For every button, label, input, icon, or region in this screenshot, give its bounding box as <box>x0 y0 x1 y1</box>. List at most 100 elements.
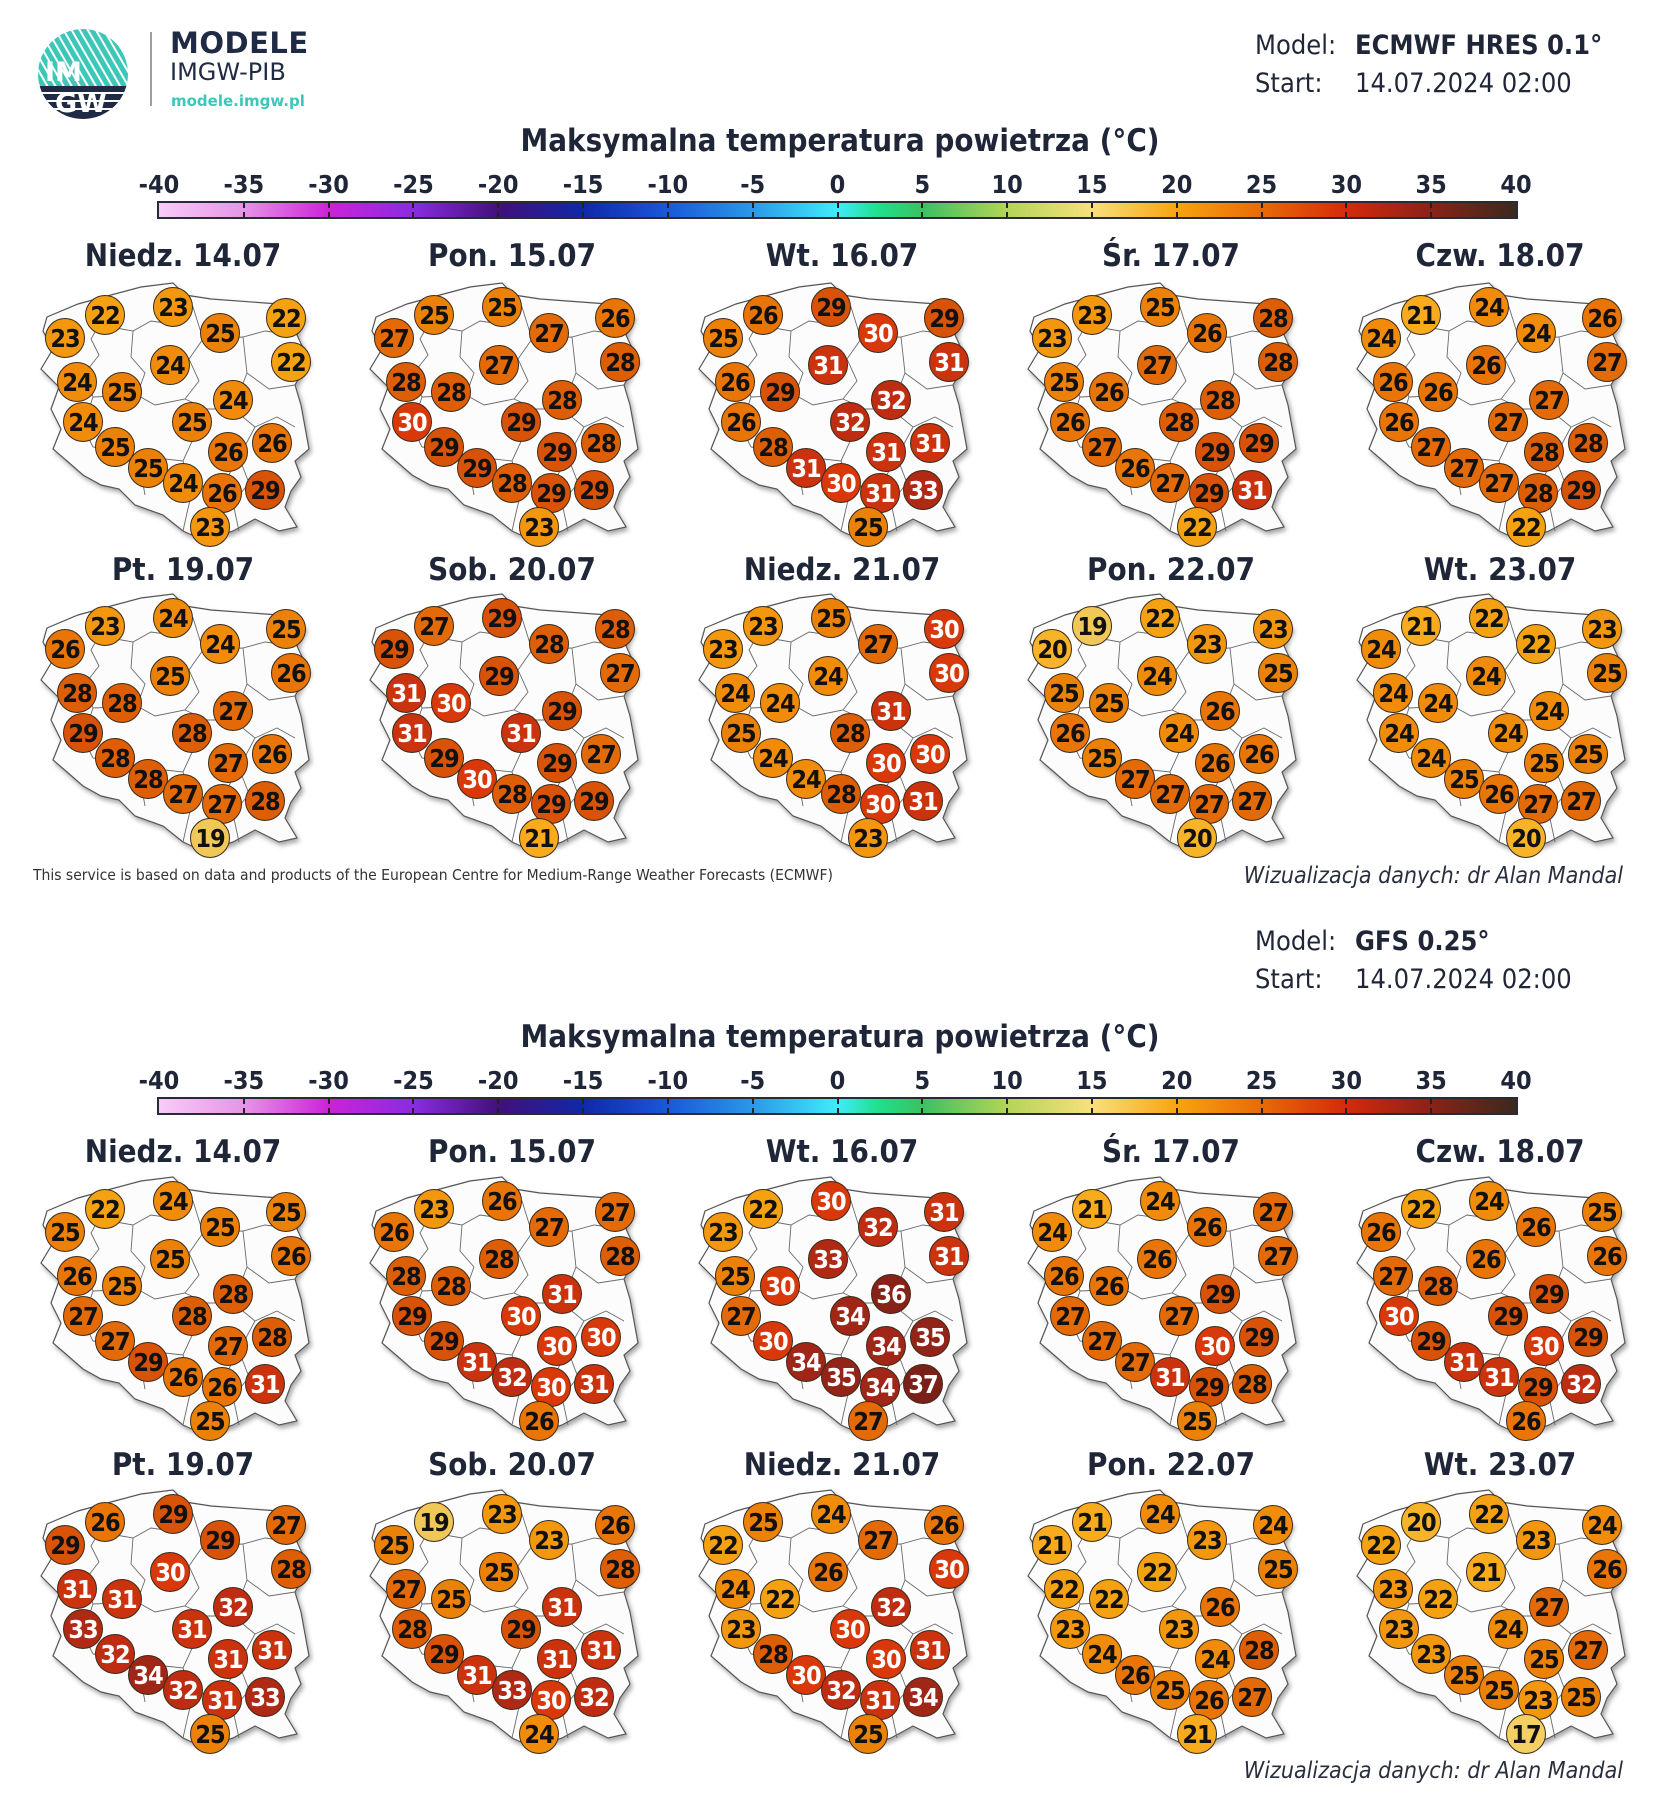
station-marker: 23 <box>848 818 888 858</box>
poland-map: 21 24 27 24 26 27 26 26 26 29 27 27 27 30 29 27 31 29 28 25 <box>1020 1171 1310 1441</box>
station-marker: 25 <box>1150 1670 1190 1710</box>
station-marker: 25 <box>703 318 743 358</box>
colorbar-tick <box>242 1099 245 1104</box>
station-marker: 24 <box>63 402 103 442</box>
station-marker: 27 <box>1479 463 1519 503</box>
station-marker: 25 <box>1089 683 1129 723</box>
station-marker: 30 <box>866 1639 906 1679</box>
day-title: Niedz. 14.07 <box>84 1134 282 1170</box>
station-marker: 22 <box>760 1579 800 1619</box>
station-marker: 31 <box>172 1609 212 1649</box>
station-marker: 30 <box>531 1367 571 1407</box>
chart-title: Maksymalna temperatura powietrza (°C) <box>520 1019 1160 1055</box>
station-marker: 27 <box>1373 1256 1413 1296</box>
station-marker: 34 <box>866 1326 906 1366</box>
station-marker: 31 <box>392 713 432 753</box>
station-marker: 25 <box>414 295 454 335</box>
station-marker: 24 <box>715 1569 755 1609</box>
station-marker: 25 <box>102 1266 142 1306</box>
station-marker: 29 <box>1561 470 1601 510</box>
station-marker: 27 <box>1232 1677 1272 1717</box>
station-marker: 29 <box>531 784 571 824</box>
station-marker: 27 <box>848 1401 888 1441</box>
station-marker: 25 <box>102 372 142 412</box>
colorbar-tick-label: -25 <box>393 170 434 199</box>
station-marker: 23 <box>1159 1609 1199 1649</box>
colorbar-tick-label: 25 <box>1245 1066 1278 1095</box>
station-marker: 25 <box>150 1239 190 1279</box>
station-marker: 28 <box>821 774 861 814</box>
station-marker: 23 <box>45 318 85 358</box>
station-marker: 31 <box>860 1680 900 1720</box>
station-marker: 26 <box>743 295 783 335</box>
station-marker: 24 <box>1361 318 1401 358</box>
colorbar-tick-label: 35 <box>1415 1066 1447 1095</box>
colorbar-tick <box>921 1108 924 1113</box>
station-marker: 32 <box>574 1677 614 1717</box>
station-marker: 22 <box>1469 1494 1509 1534</box>
station-marker: 22 <box>271 342 311 382</box>
station-marker: 26 <box>1050 402 1090 442</box>
station-marker: 34 <box>830 1296 870 1336</box>
colorbar-tick <box>666 203 669 208</box>
logo-text-bottom: GW <box>55 88 107 119</box>
station-marker: 32 <box>163 1670 203 1710</box>
station-marker: 26 <box>1373 362 1413 402</box>
station-marker: 27 <box>1150 774 1190 814</box>
brand-url-link[interactable]: modele.imgw.pl <box>171 92 305 110</box>
station-marker: 22 <box>266 298 306 338</box>
station-marker: 22 <box>1401 1189 1441 1229</box>
day-title: Sob. 20.07 <box>428 1447 596 1483</box>
colorbar-tick <box>1175 212 1178 217</box>
station-marker: 29 <box>760 372 800 412</box>
station-marker: 28 <box>600 1236 640 1276</box>
colorbar-tick <box>1430 212 1433 217</box>
station-marker: 31 <box>208 1639 248 1679</box>
station-marker: 25 <box>128 448 168 488</box>
station-marker: 23 <box>1187 1520 1227 1560</box>
colorbar-labels: -40 -35 -30 -25 -20 -15 -10 -5 0 5 10 15 20 25 30 35 40 <box>0 1066 1680 1096</box>
station-marker: 29 <box>245 470 285 510</box>
station-marker: 29 <box>542 691 582 731</box>
station-marker: 23 <box>1032 318 1072 358</box>
station-marker: 25 <box>200 1207 240 1247</box>
station-marker: 29 <box>1568 1317 1608 1357</box>
station-marker: 34 <box>786 1342 826 1382</box>
logo-text-top: IM <box>45 57 82 88</box>
station-marker: 31 <box>903 781 943 821</box>
station-marker: 26 <box>208 432 248 472</box>
brand-divider <box>150 32 152 106</box>
station-marker: 25 <box>1044 362 1084 402</box>
station-marker: 26 <box>1187 1207 1227 1247</box>
station-marker: 22 <box>1506 507 1546 547</box>
station-marker: 25 <box>811 598 851 638</box>
colorbar-tick-label: -15 <box>562 170 604 199</box>
station-marker: 29 <box>1200 1274 1240 1314</box>
station-marker: 25 <box>721 713 761 753</box>
colorbar-tick <box>327 203 330 208</box>
station-marker: 24 <box>1032 1212 1072 1252</box>
station-marker: 27 <box>1232 781 1272 821</box>
station-marker: 24 <box>1159 713 1199 753</box>
station-marker: 29 <box>200 1520 240 1560</box>
colorbar-tick-label: 0 <box>829 1066 846 1095</box>
station-marker: 29 <box>482 598 522 638</box>
colorbar-tick <box>242 212 245 217</box>
station-marker: 24 <box>1469 287 1509 327</box>
station-marker: 23 <box>1050 1609 1090 1649</box>
colorbar-tick-label: -30 <box>308 1066 349 1095</box>
station-marker: 31 <box>542 1587 582 1627</box>
station-marker: 29 <box>811 287 851 327</box>
station-marker: 30 <box>581 1317 621 1357</box>
station-marker: 29 <box>1195 432 1235 472</box>
station-marker: 31 <box>871 691 911 731</box>
poland-map: 19 22 23 20 23 25 24 25 25 26 26 24 25 26 26 27 27 27 27 20 <box>1020 588 1310 858</box>
station-marker: 31 <box>102 1579 142 1619</box>
station-marker: 24 <box>1361 629 1401 669</box>
station-marker: 27 <box>858 1520 898 1560</box>
station-marker: 36 <box>871 1274 911 1314</box>
station-marker: 30 <box>786 1655 826 1695</box>
station-marker: 29 <box>374 629 414 669</box>
station-marker: 25 <box>1568 734 1608 774</box>
poland-map: 22 30 31 23 32 31 33 25 30 36 27 34 30 34 35 34 35 34 37 27 <box>691 1171 981 1441</box>
